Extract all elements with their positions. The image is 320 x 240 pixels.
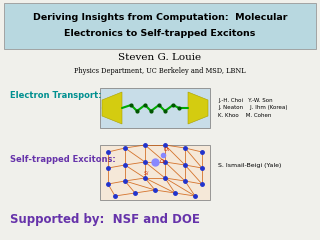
Polygon shape [102,92,122,124]
Text: S. Ismail-Beigi (Yale): S. Ismail-Beigi (Yale) [218,162,281,168]
FancyBboxPatch shape [4,3,316,49]
Text: $O_2$: $O_2$ [159,157,167,166]
Text: Physics Department, UC Berkeley and MSD, LBNL: Physics Department, UC Berkeley and MSD,… [74,67,246,75]
Polygon shape [102,96,118,120]
Text: Self-trapped Excitons:: Self-trapped Excitons: [10,156,116,164]
Text: Supported by:  NSF and DOE: Supported by: NSF and DOE [10,214,200,227]
Text: Electron Transport:: Electron Transport: [10,90,102,100]
Text: J.-H. Choi   Y.-W. Son
J. Neaton    J. Ihm (Korea)
K. Khoo    M. Cohen: J.-H. Choi Y.-W. Son J. Neaton J. Ihm (K… [218,98,287,118]
FancyBboxPatch shape [100,145,210,200]
Polygon shape [188,92,208,124]
Text: $O_1$: $O_1$ [163,145,171,154]
FancyBboxPatch shape [100,88,210,128]
Text: Steven G. Louie: Steven G. Louie [118,53,202,61]
Text: Electronics to Self-trapped Excitons: Electronics to Self-trapped Excitons [64,29,256,37]
Text: Deriving Insights from Computation:  Molecular: Deriving Insights from Computation: Mole… [33,12,287,22]
Text: $Si$: $Si$ [143,169,149,177]
